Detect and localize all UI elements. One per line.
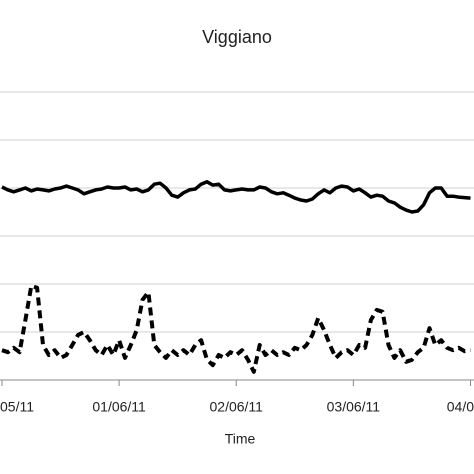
series-line	[1, 283, 471, 374]
x-tick-label: 05/11	[0, 399, 34, 415]
x-tick-label: 01/06/11	[92, 399, 146, 415]
series-line	[1, 180, 471, 214]
x-axis-label: Time	[225, 431, 256, 447]
x-tick-label: 02/06/11	[210, 399, 264, 415]
chart-title: Viggiano	[202, 27, 272, 47]
x-tick-label: 04/0	[447, 399, 474, 415]
x-tick-label: 03/06/11	[327, 399, 381, 415]
